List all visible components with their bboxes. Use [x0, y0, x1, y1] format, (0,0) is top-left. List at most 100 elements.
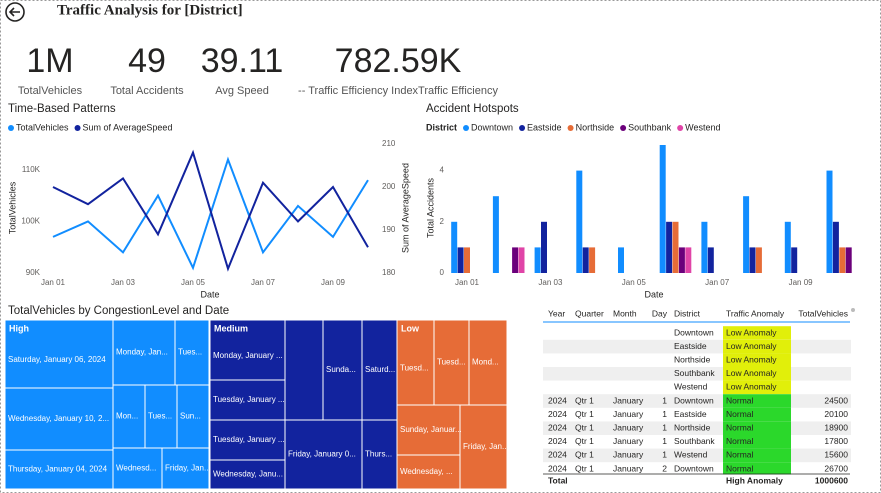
back-arrow[interactable]: [8, 7, 20, 17]
treemap-tile-label: Friday, Jan...: [165, 464, 211, 473]
x-tick-label: Jan 09: [789, 278, 814, 287]
table-cell: January: [613, 450, 644, 460]
table-cell: Northside: [674, 422, 711, 432]
treemap-tile-label: Mond...: [472, 358, 499, 367]
treemap-tile-label: Tuesday, January ...: [213, 395, 285, 404]
table-cell: 18900: [824, 422, 848, 432]
treemap-tile-label: Friday, Jan...: [463, 442, 509, 451]
total-anomaly: High Anomaly: [726, 475, 783, 485]
table-cell: Westend: [674, 450, 708, 460]
legend-marker: [519, 125, 526, 131]
table-cell: Normal: [726, 463, 754, 473]
table-header: District: [674, 308, 701, 318]
legend-marker: [677, 125, 684, 131]
treemap-group-label: Low: [401, 323, 420, 333]
table-cell: January: [613, 422, 644, 432]
table-cell: 2024: [548, 395, 567, 405]
kpi-value: 39.11: [201, 42, 284, 80]
treemap-tile-label: Tuesday, January ...: [213, 435, 285, 444]
kpi-value: 1M: [26, 42, 73, 80]
y-tick-label: 100K: [21, 217, 40, 226]
treemap-group-label: Medium: [214, 323, 248, 333]
table-header: Day: [652, 308, 668, 318]
table-cell: January: [613, 395, 644, 405]
treemap-tile: [396, 454, 461, 490]
table-cell: 20100: [824, 409, 848, 419]
treemap-tile: [4, 449, 114, 490]
bar: [541, 221, 547, 273]
treemap-tile-label: Wednesd...: [116, 464, 156, 473]
anomaly-cell: [723, 353, 791, 367]
page-title: Traffic Analysis for [District]: [57, 2, 243, 18]
table-cell: Qtr 1: [575, 450, 594, 460]
legend-label: Downtown: [471, 122, 513, 132]
bar: [707, 247, 714, 273]
bar: [839, 247, 846, 273]
y2-tick-label: 180: [382, 268, 396, 277]
table-cell: January: [613, 409, 644, 419]
bar: [672, 221, 679, 273]
treemap-tile: [161, 447, 210, 490]
back-button[interactable]: [5, 2, 25, 22]
kpi-label: TotalVehicles: [18, 85, 83, 97]
table-cell: Low Anomaly: [726, 327, 777, 337]
y2-tick-label: 210: [382, 139, 396, 148]
treemap-tile: [284, 419, 363, 490]
y2-tick-label: 200: [382, 182, 396, 191]
x-tick-label: Jan 05: [181, 278, 206, 287]
table-cell: Qtr 1: [575, 422, 594, 432]
anomaly-cell: [723, 448, 791, 463]
table-cell: Low Anomaly: [726, 341, 777, 351]
table-cell: Northside: [674, 354, 711, 364]
sort-indicator: [851, 308, 855, 312]
treemap-tile: [4, 387, 114, 451]
treemap-tile: [4, 319, 114, 389]
treemap-tile-label: Friday, January 0...: [288, 450, 356, 459]
table-header: Quarter: [575, 308, 604, 318]
table-cell: 15600: [824, 450, 848, 460]
anomaly-cell: [723, 462, 791, 476]
anomaly-cell: [723, 435, 791, 449]
treemap-tile-label: Wednesday, ...: [400, 467, 453, 476]
treemap-tile: [209, 319, 286, 381]
kpi-value: 49: [128, 42, 166, 80]
x-tick-label: Jan 07: [705, 278, 730, 287]
table-cell: Westend: [674, 382, 708, 392]
bar: [457, 247, 464, 273]
table-cell: Normal: [726, 450, 754, 460]
table-cell: January: [613, 463, 644, 473]
table-cell: 1: [662, 422, 667, 432]
table-cell: Normal: [726, 436, 754, 446]
table-cell: Qtr 1: [575, 395, 594, 405]
table-cell: Downtown: [674, 327, 714, 337]
y-axis-title: Total Accidents: [425, 177, 435, 238]
legend-marker: [463, 125, 470, 131]
table-cell: 1: [662, 395, 667, 405]
bar: [618, 247, 624, 273]
x-axis-title: Date: [644, 289, 663, 299]
table-cell: 1: [662, 409, 667, 419]
x-tick-label: Jan 07: [251, 278, 276, 287]
table-cell: Qtr 1: [575, 409, 594, 419]
table-header: Traffic Anomaly: [726, 308, 785, 318]
table-cell: Downtown: [674, 395, 714, 405]
table-cell: 2024: [548, 450, 567, 460]
bar: [518, 247, 525, 273]
legend-marker: [8, 125, 14, 131]
table-cell: Qtr 1: [575, 463, 594, 473]
table-cell: Low Anomaly: [726, 354, 777, 364]
x-axis-title: Date: [200, 289, 219, 299]
anomaly-cell: [723, 421, 791, 435]
back-circle[interactable]: [5, 2, 25, 22]
kpi-value: 782.59K: [335, 42, 462, 80]
y-tick-label: 2: [440, 217, 445, 226]
treemap-tile-label: Monday, Jan...: [116, 348, 168, 357]
total-label: Total: [548, 475, 568, 485]
y-tick-label: 110K: [22, 165, 41, 174]
table-cell: 2024: [548, 422, 567, 432]
chart-title: TotalVehicles by CongestionLevel and Dat…: [8, 305, 229, 317]
bar: [749, 247, 756, 273]
legend-label: Sum of AverageSpeed: [83, 122, 173, 132]
y-axis-title: TotalVehicles: [7, 181, 17, 234]
